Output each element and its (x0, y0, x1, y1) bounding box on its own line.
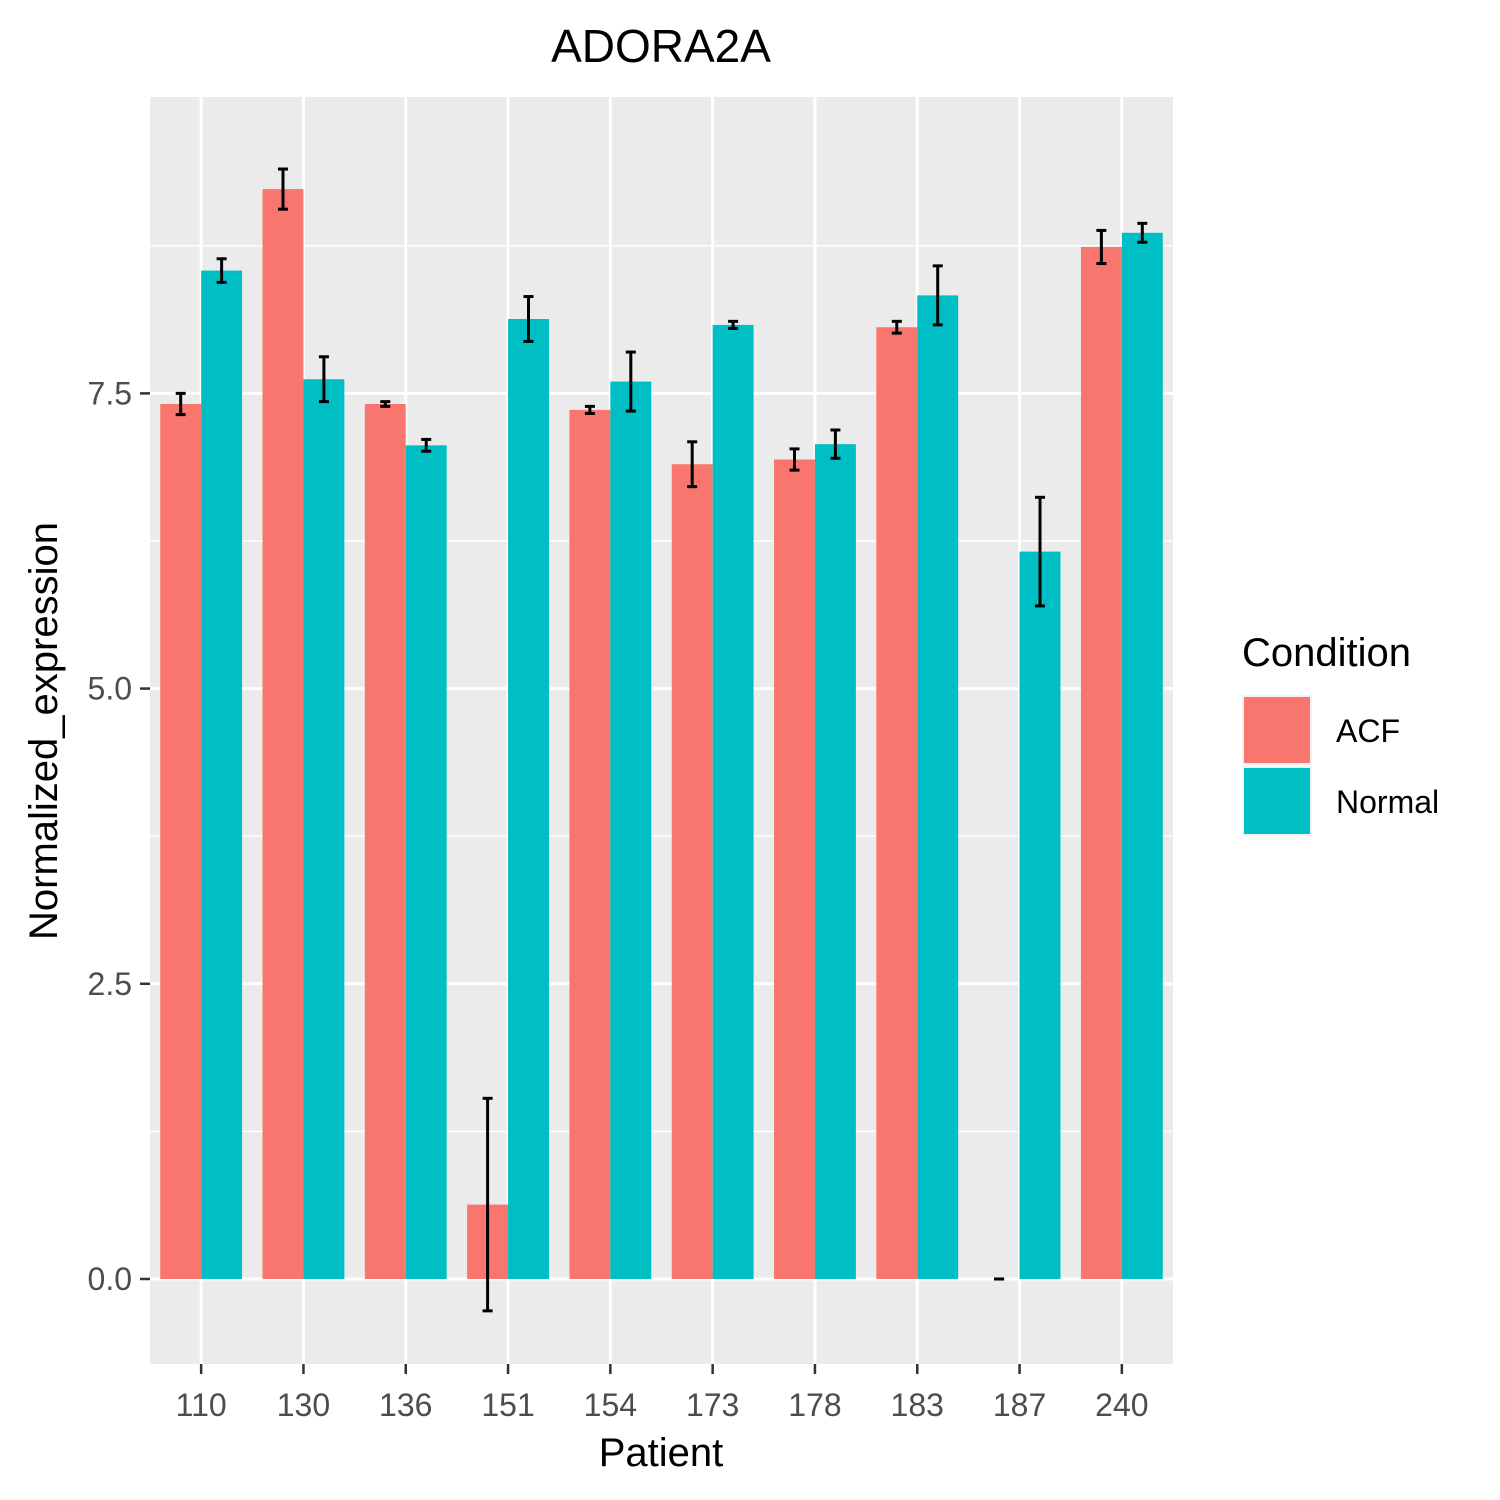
y-tick-label: 7.5 (88, 375, 132, 411)
legend: Condition ACF Normal (1242, 631, 1439, 836)
x-tick-label: 151 (481, 1387, 534, 1423)
x-tick-label: 110 (176, 1387, 227, 1423)
legend-label-acf: ACF (1336, 713, 1400, 749)
x-axis-title: Patient (599, 1431, 724, 1475)
x-tick-label: 178 (788, 1387, 841, 1423)
bar-normal-151 (508, 318, 549, 1279)
bar-normal-130 (303, 379, 345, 1279)
bar-acf-178 (774, 459, 815, 1279)
x-tick-label: 136 (379, 1387, 432, 1423)
legend-title: Condition (1242, 631, 1411, 675)
x-tick-label: 130 (277, 1387, 330, 1423)
y-tick-label: 0.0 (88, 1261, 132, 1297)
bar-normal-178 (814, 444, 856, 1279)
legend-key-normal (1244, 768, 1310, 834)
x-tick-label: 183 (891, 1387, 944, 1423)
bar-acf-183 (876, 327, 918, 1279)
x-tick-label: 187 (993, 1387, 1046, 1423)
chart-title: ADORA2A (551, 20, 771, 72)
error-bars (175, 167, 1148, 1313)
bars (160, 189, 1163, 1279)
y-axis-title: Normalized_expression (22, 522, 66, 940)
bar-acf-136 (364, 404, 406, 1279)
bar-normal-136 (405, 445, 447, 1279)
bar-normal-110 (201, 270, 243, 1279)
x-tick-label: 154 (584, 1387, 637, 1423)
bar-normal-187 (1019, 551, 1061, 1279)
legend-key-acf (1244, 697, 1310, 763)
bar-acf-240 (1080, 246, 1122, 1279)
y-tick-label: 5.0 (88, 671, 132, 707)
bar-acf-110 (160, 404, 202, 1279)
x-tick-label: 173 (686, 1387, 739, 1423)
bar-acf-154 (569, 409, 611, 1279)
bar-acf-130 (262, 189, 304, 1279)
bar-normal-173 (712, 324, 754, 1279)
bar-normal-240 (1121, 232, 1163, 1279)
bar-normal-154 (610, 381, 652, 1279)
bar-normal-183 (917, 295, 959, 1279)
y-tick-label: 2.5 (88, 966, 132, 1002)
x-tick-label: 240 (1095, 1387, 1148, 1423)
legend-label-normal: Normal (1336, 784, 1439, 820)
x-axis-ticks: 110 130 136 151 154 173 178 183 187 240 (176, 1364, 1149, 1423)
bar-acf-173 (671, 464, 713, 1279)
y-axis-ticks: 0.0 2.5 5.0 7.5 (88, 375, 150, 1297)
